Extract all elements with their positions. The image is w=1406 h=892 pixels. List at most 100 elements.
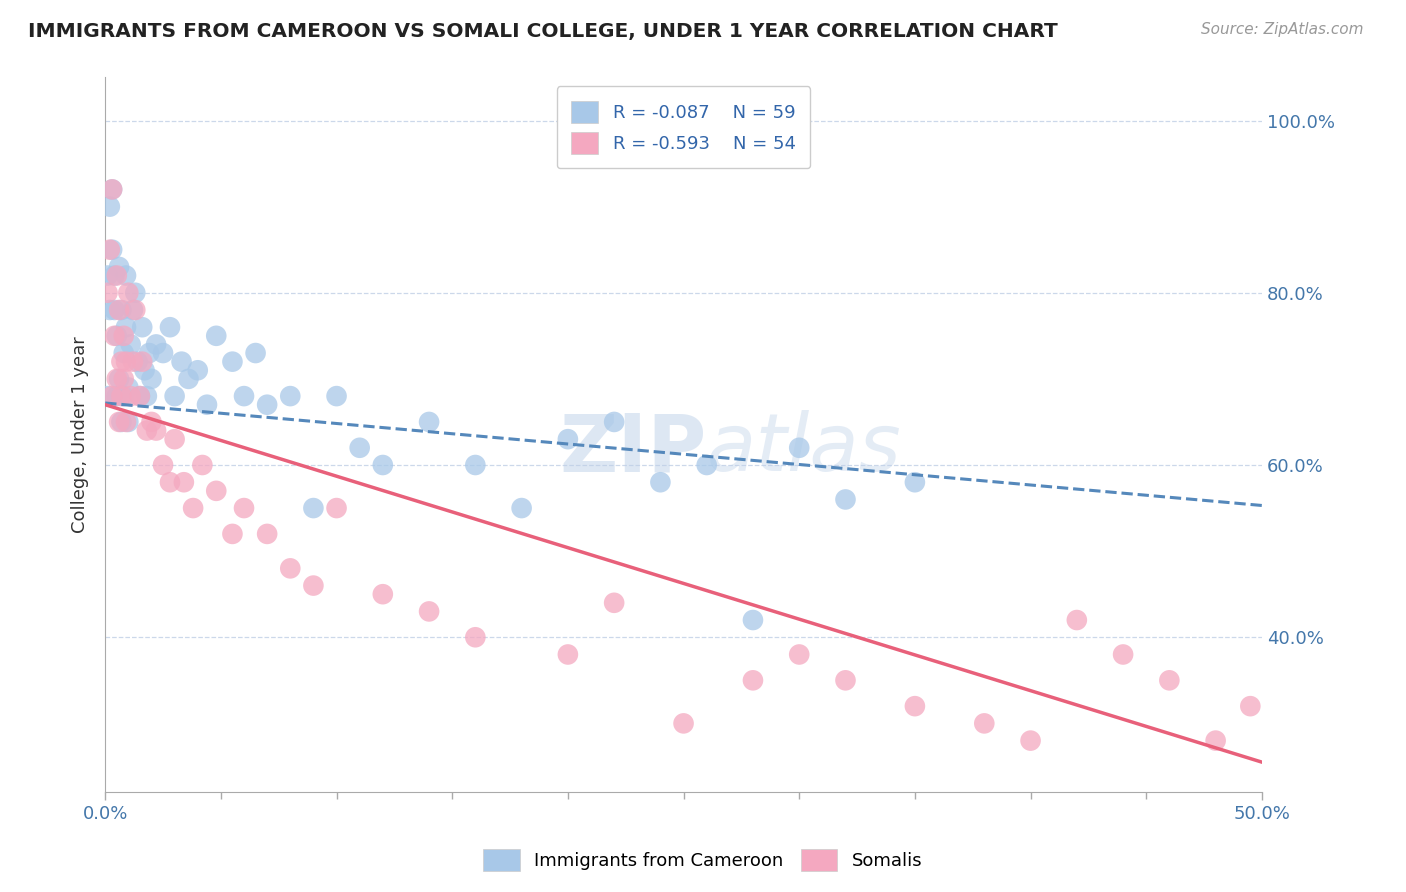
Point: [120, 337, 142, 351]
Point: [557, 648, 579, 662]
Point: [603, 415, 626, 429]
Point: [221, 354, 243, 368]
Point: [112, 346, 135, 360]
Point: [145, 337, 167, 351]
Point: [108, 372, 131, 386]
Point: [302, 501, 325, 516]
Point: [105, 268, 128, 283]
Point: [418, 415, 440, 429]
Point: [135, 389, 157, 403]
Legend: R = -0.087    N = 59, R = -0.593    N = 54: R = -0.087 N = 59, R = -0.593 N = 54: [557, 87, 810, 169]
Point: [152, 346, 174, 360]
Point: [124, 285, 146, 300]
Point: [112, 328, 135, 343]
Point: [131, 320, 153, 334]
Point: [134, 363, 156, 377]
Point: [177, 372, 200, 386]
Point: [1019, 733, 1042, 747]
Point: [163, 389, 186, 403]
Point: [96, 389, 118, 403]
Point: [205, 328, 228, 343]
Point: [278, 389, 301, 403]
Point: [325, 389, 347, 403]
Point: [112, 372, 135, 386]
Point: [105, 389, 128, 403]
Point: [103, 303, 125, 318]
Point: [245, 346, 267, 360]
Point: [101, 182, 124, 196]
Point: [742, 673, 765, 688]
Point: [557, 432, 579, 446]
Point: [127, 354, 149, 368]
Point: [221, 527, 243, 541]
Point: [110, 415, 132, 429]
Point: [163, 432, 186, 446]
Point: [904, 699, 927, 714]
Point: [110, 389, 132, 403]
Point: [170, 354, 193, 368]
Point: [124, 303, 146, 318]
Point: [233, 501, 256, 516]
Point: [98, 303, 121, 318]
Point: [256, 398, 278, 412]
Text: atlas: atlas: [707, 410, 901, 488]
Point: [371, 587, 394, 601]
Point: [145, 424, 167, 438]
Point: [108, 415, 131, 429]
Point: [325, 501, 347, 516]
Point: [742, 613, 765, 627]
Point: [98, 243, 121, 257]
Point: [117, 285, 139, 300]
Point: [205, 483, 228, 498]
Text: Source: ZipAtlas.com: Source: ZipAtlas.com: [1201, 22, 1364, 37]
Point: [1159, 673, 1181, 688]
Point: [349, 441, 371, 455]
Point: [191, 458, 214, 472]
Point: [117, 380, 139, 394]
Point: [122, 354, 145, 368]
Point: [159, 320, 181, 334]
Point: [96, 285, 118, 300]
Point: [787, 441, 810, 455]
Point: [105, 372, 128, 386]
Point: [141, 372, 163, 386]
Point: [138, 346, 160, 360]
Point: [834, 492, 856, 507]
Point: [834, 673, 856, 688]
Point: [159, 475, 181, 490]
Point: [110, 354, 132, 368]
Point: [510, 501, 533, 516]
Point: [187, 363, 209, 377]
Point: [98, 200, 121, 214]
Point: [101, 243, 124, 257]
Point: [278, 561, 301, 575]
Point: [904, 475, 927, 490]
Point: [117, 415, 139, 429]
Point: [131, 354, 153, 368]
Point: [101, 182, 124, 196]
Point: [256, 527, 278, 541]
Point: [110, 303, 132, 318]
Point: [1205, 733, 1227, 747]
Y-axis label: College, Under 1 year: College, Under 1 year: [72, 336, 89, 533]
Point: [122, 303, 145, 318]
Point: [129, 389, 152, 403]
Text: IMMIGRANTS FROM CAMEROON VS SOMALI COLLEGE, UNDER 1 YEAR CORRELATION CHART: IMMIGRANTS FROM CAMEROON VS SOMALI COLLE…: [28, 22, 1057, 41]
Point: [120, 389, 142, 403]
Point: [129, 389, 152, 403]
Point: [115, 268, 138, 283]
Point: [787, 648, 810, 662]
Point: [696, 458, 718, 472]
Point: [371, 458, 394, 472]
Point: [115, 354, 138, 368]
Point: [108, 303, 131, 318]
Point: [108, 260, 131, 274]
Point: [105, 328, 128, 343]
Point: [141, 415, 163, 429]
Point: [1112, 648, 1135, 662]
Point: [1066, 613, 1088, 627]
Point: [302, 578, 325, 592]
Point: [96, 268, 118, 283]
Point: [115, 415, 138, 429]
Point: [418, 604, 440, 618]
